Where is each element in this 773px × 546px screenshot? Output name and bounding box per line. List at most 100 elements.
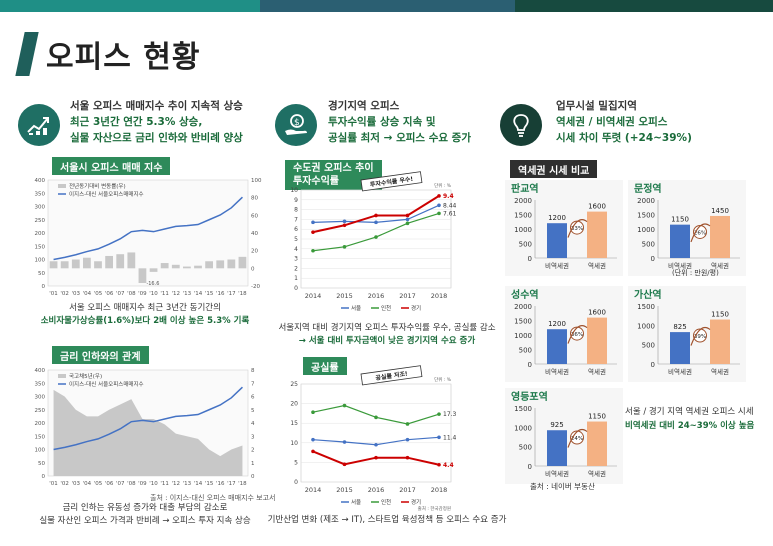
y-tick: 1500 xyxy=(514,405,532,413)
x-tick: 비역세권 xyxy=(545,469,569,478)
x-tick: '09 xyxy=(138,481,147,487)
header-line: 투자수익률 상승 지속 및 xyxy=(328,116,436,128)
station-bar xyxy=(547,430,567,466)
y-tick-left: 350 xyxy=(35,191,46,197)
index-line xyxy=(53,196,243,261)
caption-line: 소비자물가상승률(1.6%)보다 2배 이상 높은 5.3% 기록 xyxy=(40,316,250,326)
data-point xyxy=(405,437,410,442)
y-tick-left: 0 xyxy=(42,474,46,480)
y-tick: 1000 xyxy=(514,332,532,340)
data-point xyxy=(437,435,441,440)
x-tick: 역세권 xyxy=(588,261,606,270)
y-tick-left: 100 xyxy=(35,448,46,454)
y-tick: 0 xyxy=(651,255,655,263)
data-point xyxy=(311,230,315,234)
station-note: 서울 / 경기 지역 역세권 오피스 시세 비역세권 대비 24~39% 이상 … xyxy=(625,405,754,433)
x-tick: '16 xyxy=(216,291,225,297)
y-tick-left: 200 xyxy=(35,231,46,237)
y-tick-left: 250 xyxy=(35,218,46,224)
caption-line: 금리 인하는 유동성 증가와 대출 부담의 감소로 xyxy=(62,503,228,513)
data-point xyxy=(374,220,378,225)
y-tick: 500 xyxy=(642,241,655,249)
increase-arrow xyxy=(567,428,588,448)
station-bar-chart: 0 500 1000 1500 2000 1150 비역세권 1450 역세권 26% xyxy=(637,197,740,270)
change-bar xyxy=(116,254,125,269)
change-bar xyxy=(71,259,80,269)
end-label: 4.4 xyxy=(443,462,454,469)
rate-caption: 금리 인하는 유동성 증가와 대출 부담의 감소로 실물 자산인 오피스 가격과… xyxy=(20,502,270,528)
rate-area xyxy=(53,389,243,476)
y-tick-left: 300 xyxy=(35,205,46,211)
y-tick: 500 xyxy=(519,241,532,249)
data-point xyxy=(405,422,410,426)
data-point xyxy=(342,245,347,249)
change-bar xyxy=(171,264,180,269)
x-tick: '10 xyxy=(149,481,158,487)
plot-area xyxy=(47,179,249,287)
y-tick: 0 xyxy=(294,479,298,486)
station-bar xyxy=(670,332,690,364)
yield-caption: 서울지역 대비 경기지역 오피스 투자수익률 우수, 공실률 감소 → 서울 대… xyxy=(262,322,512,348)
station-bar xyxy=(587,211,607,258)
end-label: 7.61 xyxy=(443,210,457,217)
pct-label: 36% xyxy=(571,332,583,338)
section-tab-station: 역세권 시세 비교 xyxy=(510,160,598,178)
y-tick: 500 xyxy=(642,342,655,350)
header-line: 경기지역 오피스 xyxy=(328,100,400,112)
data-point xyxy=(342,462,347,467)
legend-swatch xyxy=(58,184,66,188)
bar-value: 1200 xyxy=(548,214,566,222)
caption-line: → 서울 대비 투자금액이 낮은 경기지역 수요 증가 xyxy=(298,336,476,346)
caption-line: 실물 자산인 오피스 가격과 반비례 → 오피스 투자 지속 상승 xyxy=(39,516,251,526)
data-point xyxy=(437,203,441,208)
tag-box xyxy=(360,171,423,192)
station-name: 판교역 xyxy=(511,184,539,195)
station-name: 문정역 xyxy=(634,184,662,195)
section-tab-rate: 금리 인하와의 관계 xyxy=(52,346,149,364)
x-tick: '01 xyxy=(49,481,58,487)
data-point xyxy=(437,462,441,467)
header-line: 역세권 / 비역세권 오피스 xyxy=(556,116,668,128)
unit-label: 단위 : % xyxy=(434,182,452,189)
vacancy-caption: 기반산업 변화 (제조 → IT), 스타트업 육성정책 등 오피스 수요 증가 xyxy=(267,515,507,525)
station-bar-chart: 0 500 1000 1500 2000 1200 비역세권 1600 역세권 36% xyxy=(514,303,617,376)
data-point xyxy=(374,213,378,218)
y-tick-right: 2 xyxy=(251,448,255,454)
x-tick: '11 xyxy=(160,481,169,487)
x-tick: '04 xyxy=(83,481,92,487)
y-tick: 4 xyxy=(294,246,298,253)
data-point xyxy=(437,211,441,216)
x-tick: '06 xyxy=(105,291,114,297)
data-point xyxy=(374,455,378,460)
y-tick: 9 xyxy=(294,197,298,204)
y-tick: 1000 xyxy=(637,226,655,234)
y-tick-left: 300 xyxy=(35,395,46,401)
bar-value: 1150 xyxy=(711,311,729,319)
legend-label: 인천 xyxy=(381,304,391,312)
y-tick: 2000 xyxy=(514,303,532,311)
annotation: -16.6 xyxy=(146,281,159,287)
bar-value: 1600 xyxy=(588,203,606,211)
index-chart: 0 50 100 150 200 250 300 350 400 -20 0 20 40 60 80 100 '… xyxy=(35,178,262,297)
y-tick: 500 xyxy=(519,347,532,355)
y-tick-left: 350 xyxy=(35,381,46,387)
y-tick-left: 250 xyxy=(35,408,46,414)
end-label: 11.4 xyxy=(443,434,457,441)
legend-label: 이지스-대신 서울오피스매매지수 xyxy=(69,380,144,388)
x-tick: 비역세권 xyxy=(668,261,692,270)
x-tick: 비역세권 xyxy=(668,367,692,376)
x-tick: '02 xyxy=(60,291,69,297)
svg-text:$: $ xyxy=(294,118,300,128)
x-tick: '01 xyxy=(49,291,58,297)
x-tick: 2018 xyxy=(431,486,448,494)
y-tick: 0 xyxy=(294,285,298,292)
x-tick: '12 xyxy=(172,481,181,487)
y-tick: 1000 xyxy=(637,322,655,330)
station-bar xyxy=(710,319,730,364)
y-tick: 1500 xyxy=(514,212,532,220)
y-tick-right: 5 xyxy=(251,408,255,414)
data-point xyxy=(405,455,410,460)
header-line: 공실률 최저 → 오피스 수요 증가 xyxy=(328,132,471,144)
station-bar xyxy=(547,329,567,364)
bar-value: 1200 xyxy=(548,320,566,328)
